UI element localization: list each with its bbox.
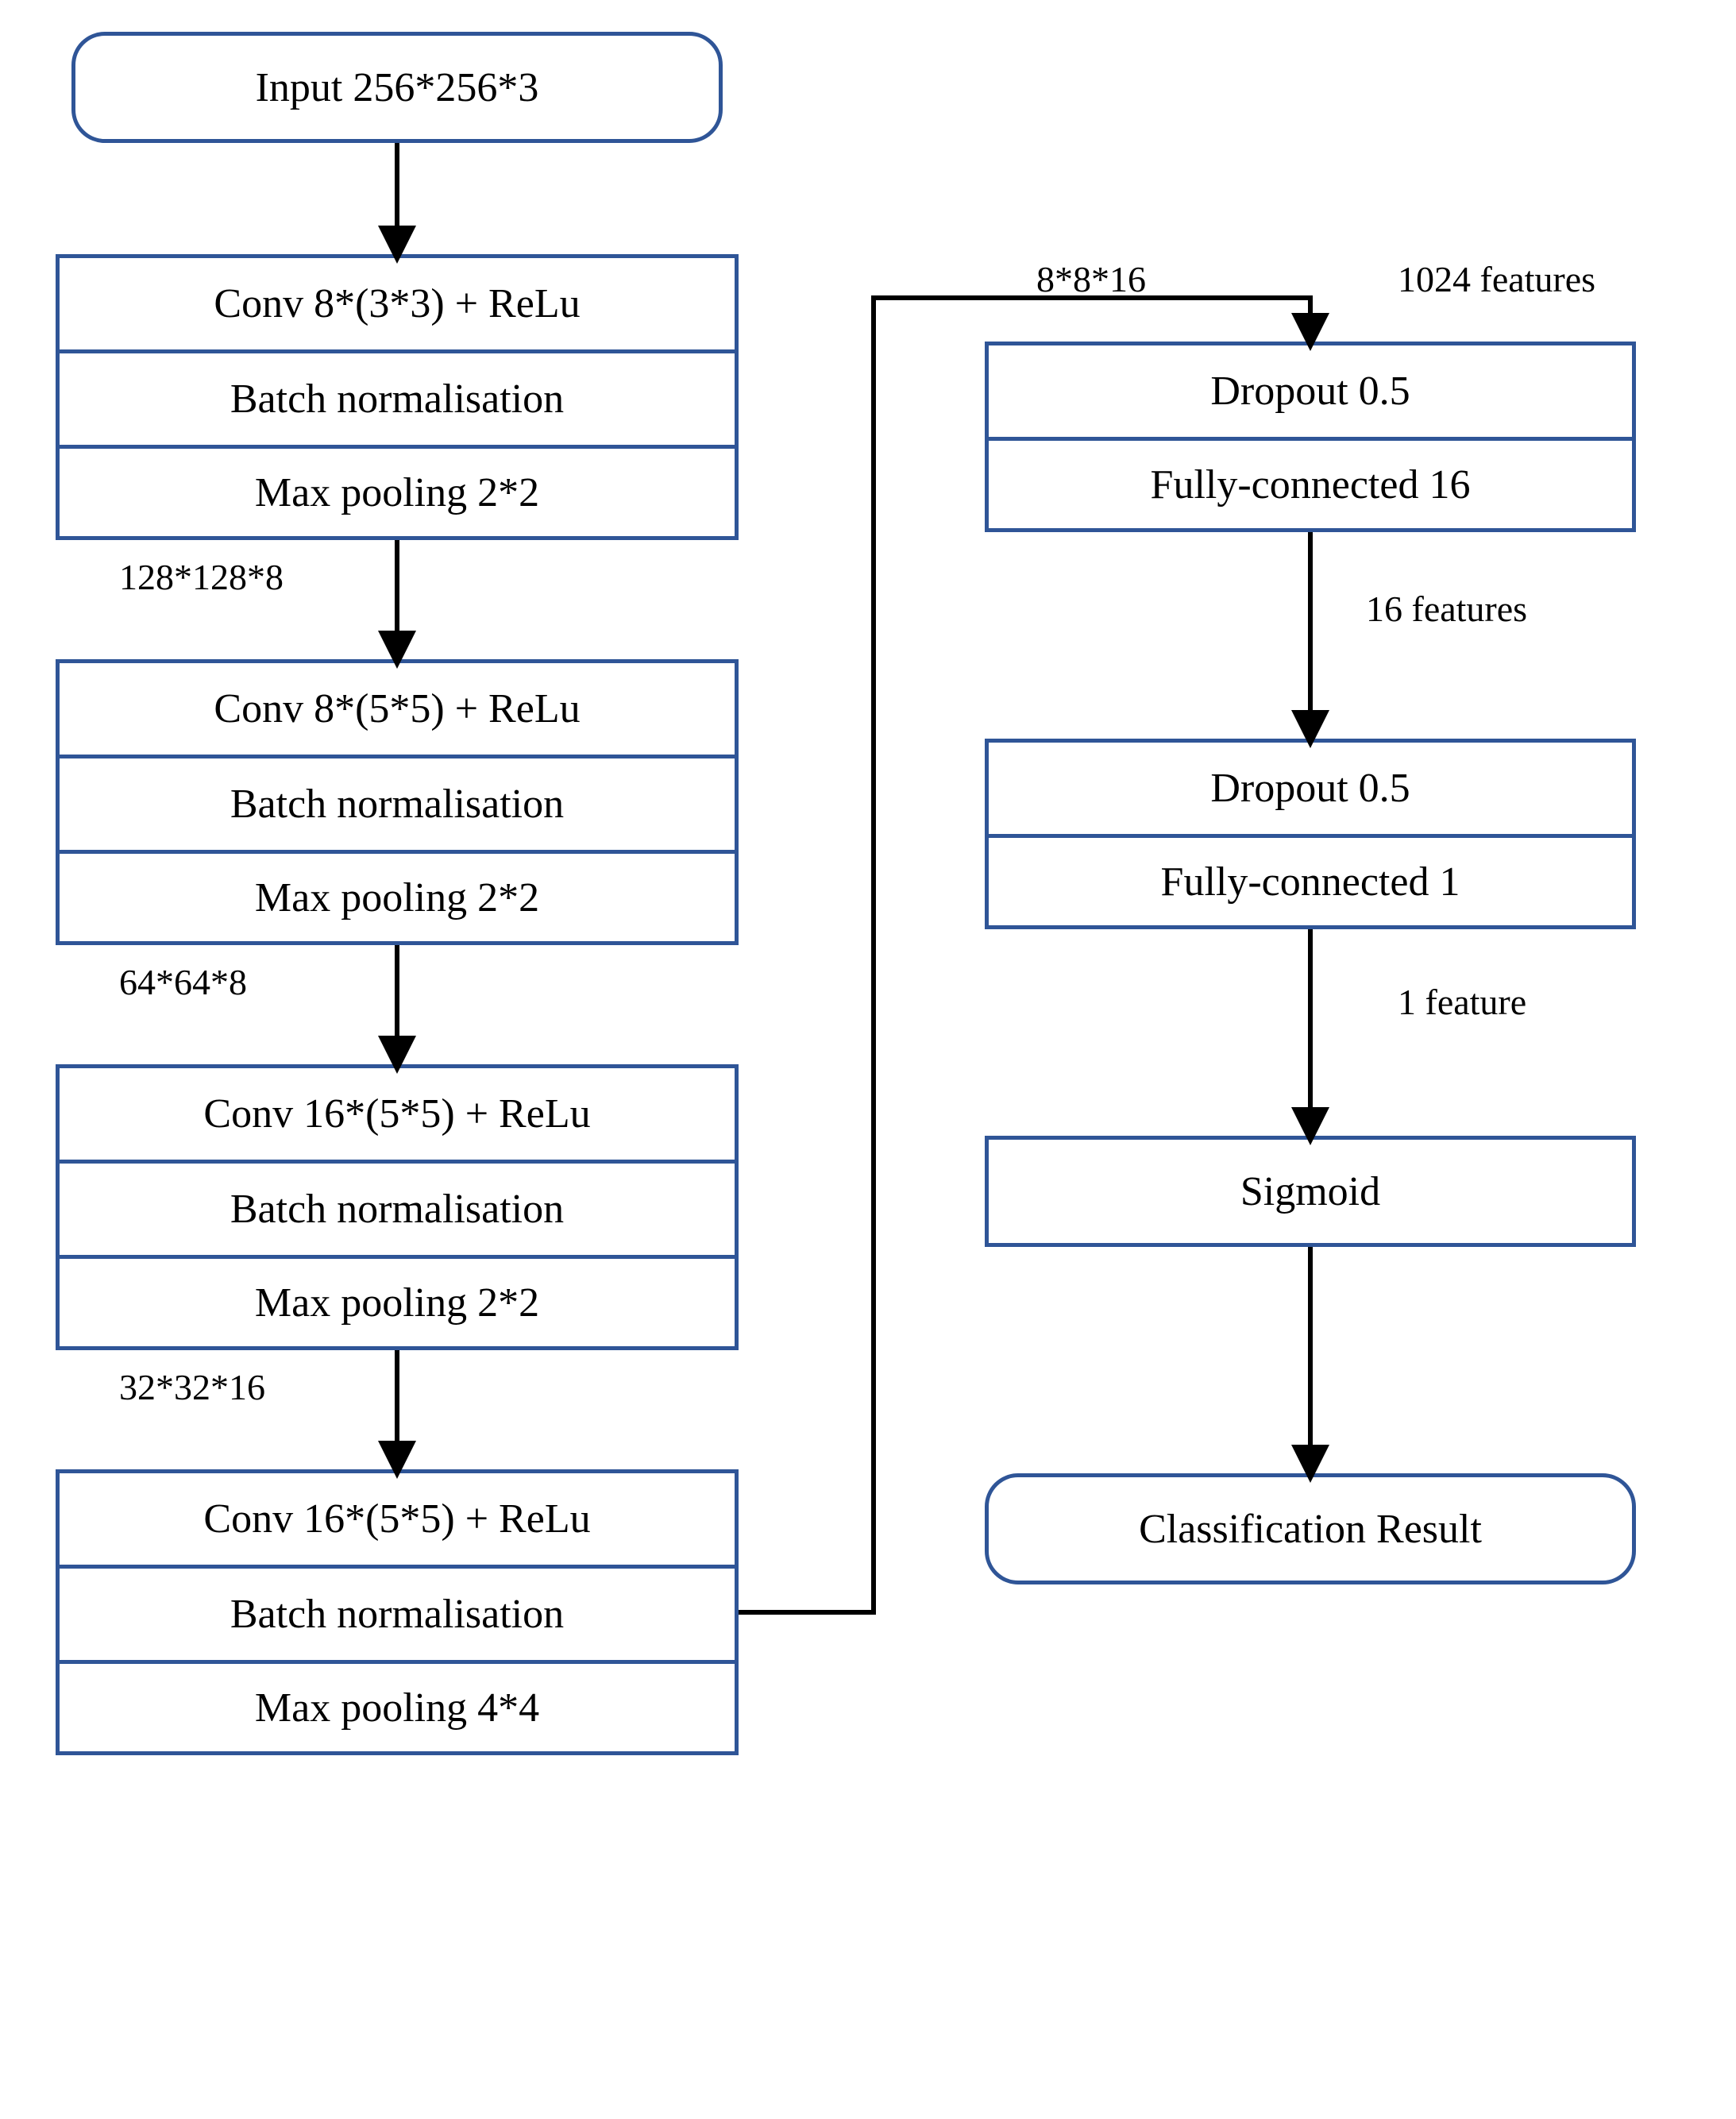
block4-row1: Batch normalisation (56, 1565, 739, 1660)
dense1-row1: Fully-connected 16 (985, 437, 1636, 532)
node-result: Classification Result (985, 1473, 1636, 1584)
dense2-row0: Dropout 0.5 (985, 739, 1636, 834)
dense1-row1-label: Fully-connected 16 (1151, 461, 1471, 508)
node-sigmoid: Sigmoid (985, 1136, 1636, 1247)
dense2-row1-label: Fully-connected 1 (1161, 859, 1460, 905)
block3-row2: Max pooling 2*2 (56, 1255, 739, 1350)
label-rmid: 16 features (1366, 588, 1527, 630)
node-result-label: Classification Result (1139, 1506, 1482, 1553)
block2-row2-label: Max pooling 2*2 (255, 874, 539, 921)
block3-row0-label: Conv 16*(5*5) + ReLu (203, 1090, 590, 1137)
label-rin-left: 8*8*16 (1036, 258, 1146, 300)
dense1-row0-label: Dropout 0.5 (1210, 368, 1410, 415)
block1-row0: Conv 8*(3*3) + ReLu (56, 254, 739, 349)
block4-row2: Max pooling 4*4 (56, 1660, 739, 1755)
node-input-label: Input 256*256*3 (256, 64, 539, 111)
block4-row0-label: Conv 16*(5*5) + ReLu (203, 1496, 590, 1542)
block3-row1: Batch normalisation (56, 1160, 739, 1255)
block3-row2-label: Max pooling 2*2 (255, 1280, 539, 1326)
block2-row1: Batch normalisation (56, 755, 739, 850)
label-rin-right: 1024 features (1398, 258, 1595, 300)
dense2-row1: Fully-connected 1 (985, 834, 1636, 929)
node-sigmoid-label: Sigmoid (1240, 1168, 1380, 1215)
block2-row2: Max pooling 2*2 (56, 850, 739, 945)
block4-row2-label: Max pooling 4*4 (255, 1685, 539, 1731)
label-l3: 32*32*16 (119, 1366, 265, 1408)
block1-row2-label: Max pooling 2*2 (255, 469, 539, 516)
block2-row0: Conv 8*(5*5) + ReLu (56, 659, 739, 755)
block4-row0: Conv 16*(5*5) + ReLu (56, 1469, 739, 1565)
block3-row0: Conv 16*(5*5) + ReLu (56, 1064, 739, 1160)
label-l1: 128*128*8 (119, 556, 284, 598)
block3-row1-label: Batch normalisation (230, 1186, 564, 1233)
block1-row1: Batch normalisation (56, 349, 739, 445)
block4-row1-label: Batch normalisation (230, 1591, 564, 1638)
block1-row0-label: Conv 8*(3*3) + ReLu (214, 280, 580, 327)
block2-row0-label: Conv 8*(5*5) + ReLu (214, 685, 580, 732)
dense1-row0: Dropout 0.5 (985, 342, 1636, 437)
block2-row1-label: Batch normalisation (230, 781, 564, 828)
label-l2: 64*64*8 (119, 961, 247, 1003)
dense2-row0-label: Dropout 0.5 (1210, 765, 1410, 812)
cnn-architecture-diagram: Input 256*256*3 Conv 8*(3*3) + ReLu Batc… (0, 0, 1736, 2119)
block1-row1-label: Batch normalisation (230, 376, 564, 423)
node-input: Input 256*256*3 (71, 32, 723, 143)
block1-row2: Max pooling 2*2 (56, 445, 739, 540)
label-rone: 1 feature (1398, 981, 1526, 1023)
